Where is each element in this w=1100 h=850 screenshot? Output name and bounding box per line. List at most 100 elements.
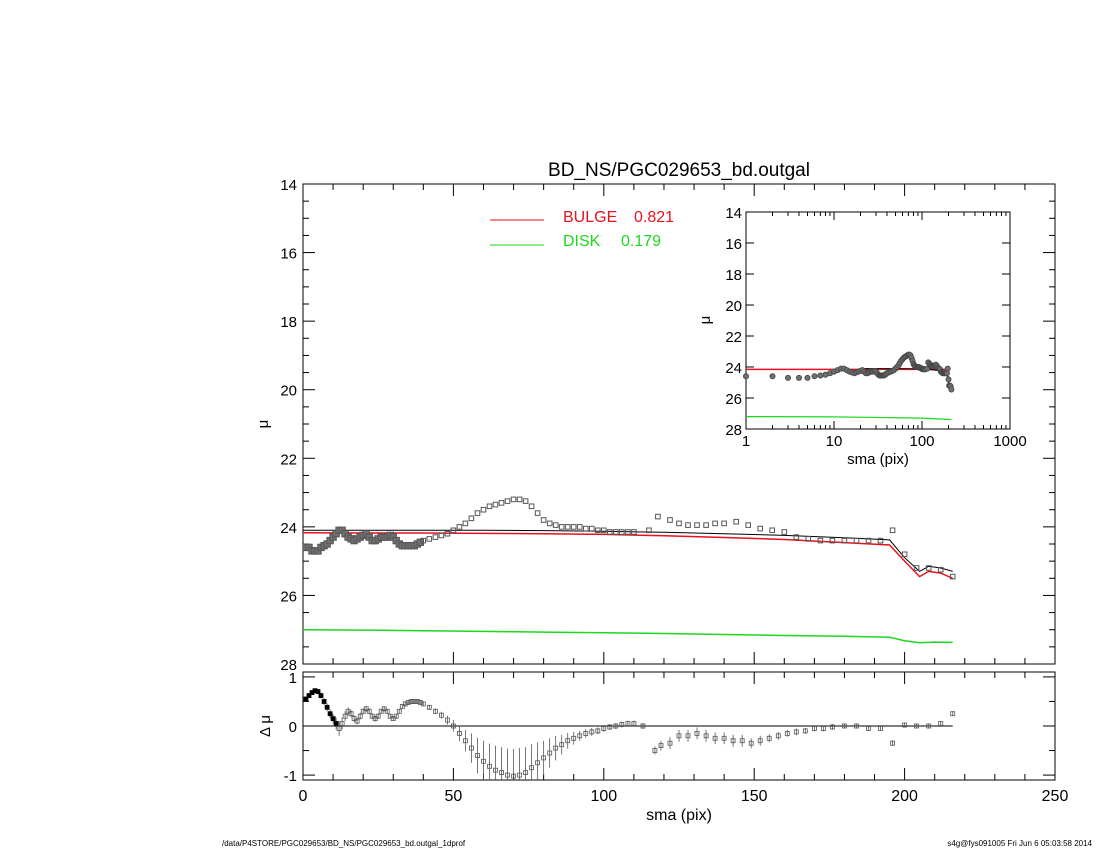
surface-brightness-point [793,534,800,540]
residual-point [812,726,817,731]
residual-point [721,735,727,741]
surface-brightness-point [655,513,661,520]
residual-point [342,713,348,719]
residual-point [748,740,754,746]
residual-point [357,713,363,719]
residual-point [775,733,781,739]
surface-brightness-point [703,522,709,528]
residual-point [375,713,381,719]
x-tick-label: 150 [741,788,768,805]
inset-x-tick-label: 1 [742,433,750,450]
inset-x-tick-label: 1000 [993,433,1026,450]
surface-brightness-point [583,525,589,532]
inset-x-axis-label: sma (pix) [847,451,909,468]
residual-point [354,718,360,724]
residual-point [577,733,583,739]
residual-point [607,724,613,730]
residual-point [938,721,944,726]
residual-panel: 10-10 50 100 150 200 250 Δ μ sma (pix) [257,670,1068,824]
residual-point [658,743,664,748]
surface-brightness-point [781,529,788,535]
residual-point [426,704,432,710]
surface-brightness-point [480,506,487,513]
surface-brightness-point [589,525,595,532]
inset-disk-model-line [745,416,952,421]
residual-point [583,731,589,736]
legend-bulge-label: BULGE [563,209,617,226]
inset-data-point [948,386,955,393]
residual-point [902,722,907,728]
residual-point [399,704,405,709]
residual-point [339,721,345,726]
surface-brightness-point [450,527,457,534]
surface-brightness-point [817,537,824,544]
x-tick-label: 200 [891,788,918,805]
inset-data-point [945,376,952,383]
residual-point [757,738,763,744]
residual-point [366,708,372,714]
residual-point [432,708,438,714]
inset-y-tick-label: 24 [725,360,742,377]
residual-point [481,758,486,764]
surface-brightness-point [438,532,445,539]
surface-brightness-point [721,520,727,527]
surface-brightness-point [619,529,625,535]
residual-point [511,773,517,779]
residual-point [784,731,790,736]
surface-brightness-point [841,537,848,544]
surface-brightness-point [937,566,944,573]
main-model-curves [302,529,953,644]
residual-point [408,699,414,704]
residual-y-tick-label: 0 [289,719,297,736]
inset-data-points [743,351,955,393]
inset-plot-frame [745,211,1011,430]
inset-y-tick-label: 20 [725,298,742,315]
surface-brightness-point [769,527,776,534]
residual-point [766,735,772,741]
x-axis-label: sma (pix) [646,807,712,824]
residual-point [547,750,553,756]
residual-y-axis-label: Δ μ [257,715,274,737]
residual-point [444,717,450,723]
footer-timestamp: s4g@fys091005 Fri Jun 6 05:03:58 2014 [947,839,1092,848]
residual-point [529,765,534,771]
surface-brightness-point [712,520,718,527]
residual-point [625,721,631,726]
residual-point [384,708,390,714]
residual-point [351,716,357,721]
x-tick-label: 50 [445,788,463,805]
residual-point [321,699,327,704]
x-tick-label: 250 [1042,788,1069,805]
inset-y-tick-label: 26 [725,391,742,408]
inset-y-axis-label: μ [697,316,714,325]
disk-model-line [302,628,953,644]
residual-point [468,745,474,751]
main-y-axis-label: μ [255,420,272,429]
residual-point [493,767,498,773]
residual-point [324,704,330,710]
inset-panel: 14 16 18 20 22 24 26 281 10 100 1000 sma (pix) μ [697,205,1027,468]
residual-point [821,726,826,731]
residual-point [541,755,546,761]
inset-y-tick-label: 16 [725,236,742,253]
surface-brightness-point [468,515,475,522]
chart-title: BD_NS/PGC029653_bd.outgal [548,160,810,181]
legend-disk-value: 0.179 [621,233,661,250]
inset-data-point [743,373,750,380]
inset-data-point [796,374,803,381]
residual-point [306,693,312,698]
surface-brightness-point [613,529,619,535]
residual-point [363,706,369,712]
surface-brightness-point [534,510,541,516]
residual-point [703,733,709,739]
surface-brightness-point [595,527,601,534]
x-tick-label: 0 [299,788,308,805]
surface-brightness-point [420,537,427,544]
surface-brightness-point [486,503,493,510]
residual-point [523,770,528,775]
residual-point [336,726,342,731]
surface-brightness-point [685,522,691,528]
main-data-points [302,496,956,580]
surface-brightness-point [528,503,535,510]
